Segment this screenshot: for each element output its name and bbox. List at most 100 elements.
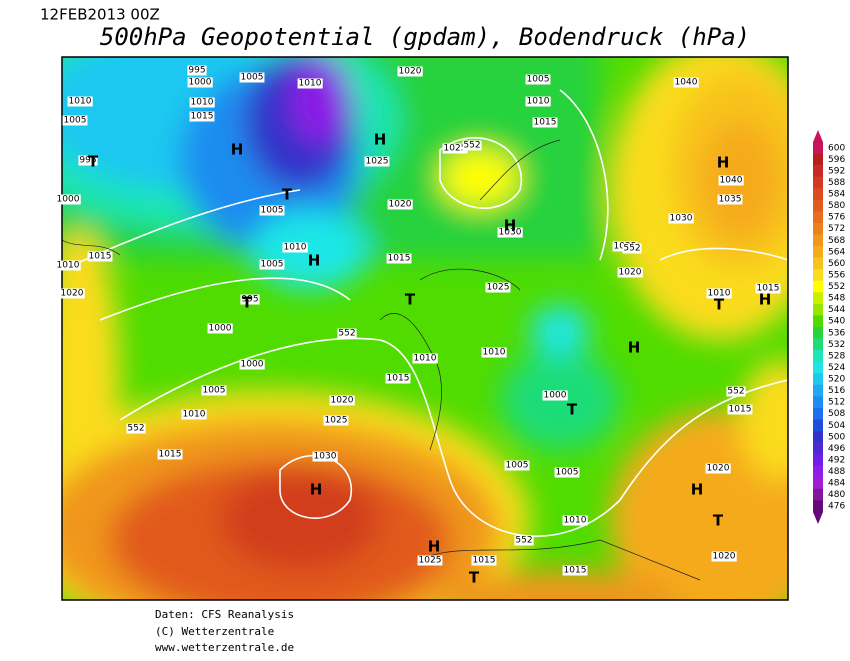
isobar-label-bg bbox=[485, 282, 511, 293]
colorbar-swatch bbox=[813, 315, 823, 328]
isobar-label: 1015 bbox=[564, 566, 587, 576]
isobar-label: 1015 bbox=[89, 252, 112, 262]
isobar-label-bg bbox=[718, 175, 744, 186]
isobar-label-bg bbox=[297, 78, 323, 89]
isobar-label: 1005 bbox=[261, 206, 284, 216]
isobar-label-bg bbox=[282, 242, 308, 253]
isobar-label: 1010 bbox=[69, 97, 92, 107]
colorbar-label: 568 bbox=[828, 236, 845, 246]
isobar-label-bg bbox=[387, 199, 413, 210]
isobar-label: 1020 bbox=[389, 200, 412, 210]
isobar-label: 1015 bbox=[473, 556, 496, 566]
isobar-label-bg bbox=[207, 323, 233, 334]
isobar-label: 1020 bbox=[331, 396, 354, 406]
colorbar-swatch bbox=[813, 477, 823, 490]
isobar-label-bg bbox=[201, 385, 227, 396]
isobar-label-bg bbox=[412, 353, 438, 364]
colorbar-swatch bbox=[813, 373, 823, 386]
isobar-label: 1010 bbox=[191, 98, 214, 108]
colorbar-label: 596 bbox=[828, 155, 845, 165]
isobar-label-bg bbox=[562, 565, 588, 576]
isobar-label-bg bbox=[673, 77, 699, 88]
colorbar-label: 480 bbox=[828, 490, 845, 500]
pressure-system: T bbox=[567, 401, 578, 419]
isobar-label: 552 bbox=[338, 329, 355, 339]
isobar-label: 1000 bbox=[209, 324, 232, 334]
isobar-label-bg bbox=[462, 140, 482, 151]
isobar-label: 1000 bbox=[189, 78, 212, 88]
isobar-label: 1000 bbox=[544, 391, 567, 401]
pressure-system: H bbox=[759, 291, 772, 309]
colorbar-label: 548 bbox=[828, 294, 845, 304]
isobar-label: 552 bbox=[127, 424, 144, 434]
colorbar-swatch bbox=[813, 234, 823, 247]
pressure-system: T bbox=[469, 569, 480, 587]
colorbar-swatch bbox=[813, 280, 823, 293]
colorbar-arrow-bottom bbox=[813, 512, 823, 524]
colorbar-swatch bbox=[813, 153, 823, 166]
colorbar-swatch bbox=[813, 199, 823, 212]
isobar-label-bg bbox=[187, 65, 207, 76]
isobar-label-bg bbox=[471, 555, 497, 566]
isobar-label: 1005 bbox=[241, 73, 264, 83]
colorbar-label: 504 bbox=[828, 421, 845, 431]
isobar-label-bg bbox=[525, 96, 551, 107]
colorbar-swatch bbox=[813, 246, 823, 258]
isobar-label-bg bbox=[705, 463, 731, 474]
colorbar-label: 512 bbox=[828, 398, 845, 408]
isobar-label-bg bbox=[386, 253, 412, 264]
isobar-label: 1010 bbox=[183, 410, 206, 420]
isobar-label-bg bbox=[397, 66, 423, 77]
isobar-label: 1020 bbox=[713, 552, 736, 562]
isobar-label: 1010 bbox=[483, 348, 506, 358]
isobar-label-bg bbox=[525, 74, 551, 85]
isobar-label-bg bbox=[497, 227, 523, 238]
pressure-system: H bbox=[717, 154, 730, 172]
isobar-label: 1030 bbox=[670, 214, 693, 224]
colorbar-label: 552 bbox=[828, 282, 845, 292]
colorbar-label: 484 bbox=[828, 479, 845, 489]
isobar-label: 995 bbox=[188, 66, 205, 76]
isobar-label: 1005 bbox=[527, 75, 550, 85]
isobar-label: 552 bbox=[515, 536, 532, 546]
colorbar-label: 536 bbox=[828, 328, 845, 338]
isobar-label-bg bbox=[442, 143, 468, 154]
isobar-label-bg bbox=[59, 288, 85, 299]
isobar-label: 1030 bbox=[499, 228, 522, 238]
colorbar-swatch bbox=[813, 442, 823, 455]
pressure-system: H bbox=[428, 538, 441, 556]
isobar-label-bg bbox=[312, 451, 338, 462]
isobar-label: 1005 bbox=[261, 260, 284, 270]
isobar-label: 1020 bbox=[619, 268, 642, 278]
isobar-label: 1040 bbox=[720, 176, 743, 186]
isobar-label: 1015 bbox=[757, 284, 780, 294]
isobar-label: 552 bbox=[727, 387, 744, 397]
isobar-label-bg bbox=[711, 551, 737, 562]
isobar-label: 552 bbox=[463, 141, 480, 151]
pressure-system: H bbox=[310, 481, 323, 499]
colorbar-swatch bbox=[813, 211, 823, 224]
isobar-label: 1015 bbox=[729, 405, 752, 415]
colorbar-label: 500 bbox=[828, 432, 845, 442]
isobar-label-bg bbox=[532, 117, 558, 128]
isobar-label-bg bbox=[727, 404, 753, 415]
isobar-label-bg bbox=[755, 283, 781, 294]
colorbar-swatch bbox=[813, 500, 823, 513]
isobar-label-bg bbox=[706, 288, 732, 299]
colorbar-swatch bbox=[813, 327, 823, 339]
isobar-label: 1025 bbox=[419, 556, 442, 566]
pressure-system: T bbox=[714, 296, 725, 314]
isobar-label-bg bbox=[55, 260, 81, 271]
colorbar-label: 560 bbox=[828, 259, 845, 269]
isobar-label: 1005 bbox=[556, 468, 579, 478]
isobar-label: 1005 bbox=[203, 386, 226, 396]
colorbar-label: 588 bbox=[828, 178, 845, 188]
colorbar-swatch bbox=[813, 338, 823, 351]
isobar-label-bg bbox=[385, 373, 411, 384]
colorbar-label: 592 bbox=[828, 166, 845, 176]
isobar-label: 1015 bbox=[388, 254, 411, 264]
isobar-label: 995 bbox=[241, 295, 258, 305]
isobar-label: 1025 bbox=[444, 144, 467, 154]
colorbar-label: 540 bbox=[828, 317, 845, 327]
colorbar-label: 492 bbox=[828, 455, 845, 465]
